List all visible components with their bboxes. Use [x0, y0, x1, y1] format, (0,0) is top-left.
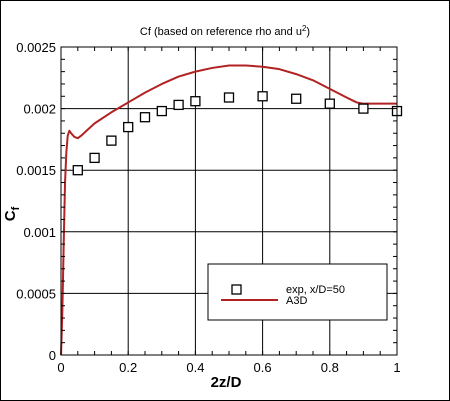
y-tick-label: 0.001	[23, 225, 56, 240]
exp-point	[324, 98, 335, 109]
legend-box	[207, 263, 388, 321]
x-tick-label: 0.2	[119, 360, 137, 375]
legend-label-exp: exp, x/D=50	[286, 284, 345, 296]
x-tick-label: 1	[393, 360, 400, 375]
x-tick-labels: 0 0.2 0.4 0.6 0.8 1	[57, 360, 400, 375]
y-tick-label: 0.0005	[16, 286, 56, 301]
y-tick-labels: 0 0.0005 0.001 0.0015 0.002 0.0025	[16, 40, 56, 363]
svg-text:Cf: Cf	[2, 206, 22, 221]
legend-label-a3d: A3D	[286, 295, 307, 307]
exp-point	[89, 152, 100, 164]
y-tick-label: 0.002	[23, 102, 56, 117]
x-tick-label: 0	[57, 360, 64, 375]
exp-point	[72, 165, 83, 176]
exp-point	[358, 103, 369, 114]
legend: exp, x/D=50 A3D	[207, 263, 388, 321]
exp-point	[223, 92, 235, 103]
a3d-line	[60, 64, 397, 356]
x-tick-label: 0.4	[186, 360, 204, 375]
y-tick-label: 0	[49, 348, 56, 363]
exp-point	[190, 96, 201, 107]
x-axis-title: 2z/D	[211, 374, 242, 391]
x-tick-label: 0.6	[254, 360, 272, 375]
exp-point	[139, 112, 151, 123]
y-axis-title: Cf	[2, 206, 22, 221]
chart-title: Cf (based on reference rho and u2)	[140, 24, 310, 38]
y-tick-label: 0.0015	[16, 163, 56, 178]
exp-point	[291, 93, 302, 104]
y-tick-label: 0.0025	[16, 40, 56, 55]
series-a3d	[60, 64, 397, 356]
exp-point	[123, 121, 134, 133]
legend-marker-exp	[231, 284, 242, 295]
x-tick-label: 0.8	[321, 360, 339, 375]
exp-point	[156, 105, 167, 117]
exp-point	[257, 91, 268, 102]
exp-point	[106, 135, 117, 146]
exp-point	[173, 99, 184, 111]
axis-ticks	[60, 46, 398, 356]
series-exp	[72, 91, 403, 176]
